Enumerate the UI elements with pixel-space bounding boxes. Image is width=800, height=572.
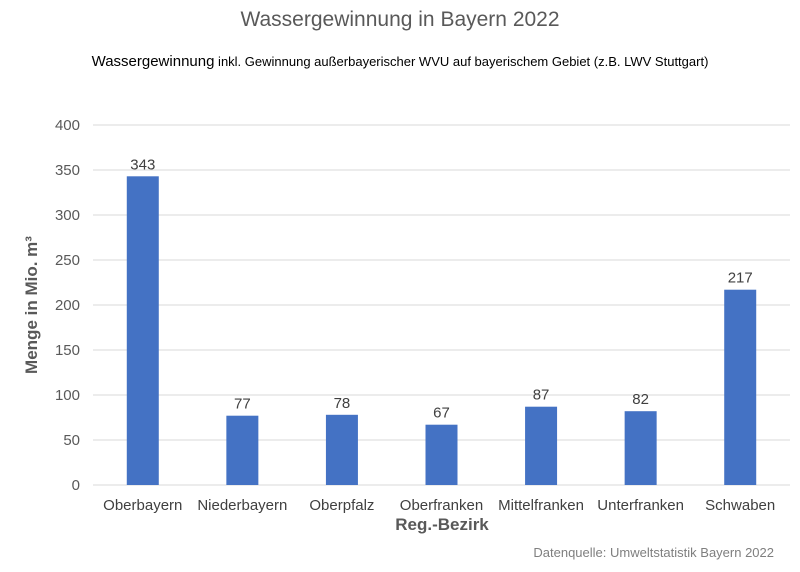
bar-oberbayern <box>126 176 159 486</box>
subtitle-lead: Wassergewinnung <box>91 53 215 70</box>
y-tick-labels: 0 50 100 150 200 250 300 350 400 <box>55 117 80 494</box>
bar-oberfranken <box>425 424 458 485</box>
bar-oberpfalz <box>325 414 358 485</box>
y-tick-label: 150 <box>55 342 80 359</box>
subtitle-rest: inkl. Gewinnung außerbayerischer WVU auf… <box>214 54 709 69</box>
bar-niederbayern <box>226 415 259 485</box>
data-label: 67 <box>433 405 450 422</box>
bar-unterfranken <box>624 411 657 485</box>
y-tick-label: 50 <box>63 432 80 449</box>
chart-title: Wassergewinnung in Bayern 2022 <box>240 8 560 31</box>
data-label: 82 <box>632 391 649 408</box>
category-label: Niederbayern <box>197 497 287 514</box>
category-label: Mittelfranken <box>498 497 584 514</box>
data-label: 77 <box>234 396 251 413</box>
y-tick-label: 250 <box>55 252 80 269</box>
category-label: Unterfranken <box>597 497 684 514</box>
y-tick-label: 200 <box>55 297 80 314</box>
data-label: 78 <box>334 395 351 412</box>
data-source-note: Datenquelle: Umweltstatistik Bayern 2022 <box>533 545 774 560</box>
data-label: 87 <box>533 387 550 404</box>
y-tick-label: 100 <box>55 387 80 404</box>
y-tick-label: 300 <box>55 207 80 224</box>
category-labels: Oberbayern Niederbayern Oberpfalz Oberfrank… <box>103 497 775 514</box>
data-label: 217 <box>728 270 753 287</box>
category-label: Schwaben <box>705 497 775 514</box>
chart-subtitle: Wassergewinnung inkl. Gewinnung außerbay… <box>0 53 800 70</box>
y-tick-label: 400 <box>55 117 80 134</box>
y-tick-label: 350 <box>55 162 80 179</box>
category-label: Oberbayern <box>103 497 182 514</box>
data-label: 343 <box>130 156 155 173</box>
y-tick-label: 0 <box>72 477 80 494</box>
category-label: Oberpfalz <box>309 497 374 514</box>
bars <box>126 176 757 486</box>
data-labels: 343 77 78 67 87 82 217 <box>130 156 752 421</box>
category-label: Oberfranken <box>400 497 483 514</box>
y-axis-title: Menge in Mio. m³ <box>22 236 41 374</box>
bar-mittelfranken <box>525 406 558 485</box>
x-axis-title: Reg.-Bezirk <box>395 515 489 534</box>
bar-schwaben <box>724 289 757 485</box>
